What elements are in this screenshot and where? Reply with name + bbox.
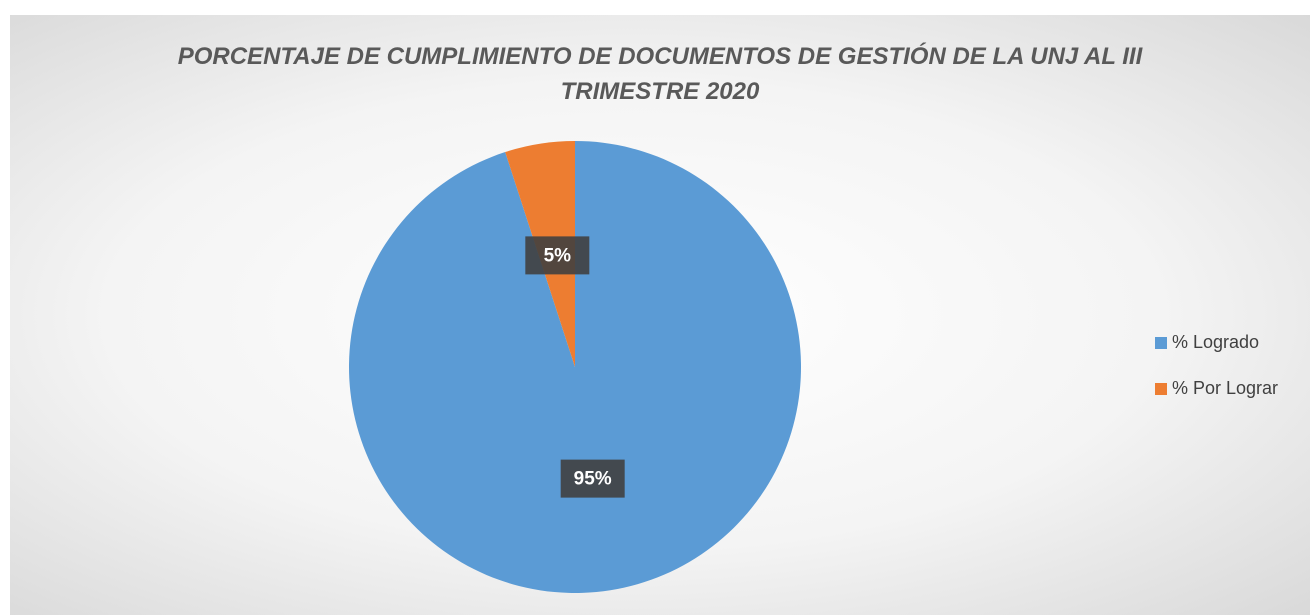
legend-swatch — [1155, 383, 1167, 395]
pie-slice — [349, 141, 802, 593]
legend-label: % Logrado — [1172, 332, 1259, 352]
value-label: 95% — [574, 469, 612, 490]
value-label-box — [560, 459, 625, 498]
legend-swatch — [1155, 337, 1167, 349]
value-label-box — [525, 236, 590, 275]
value-label: 5% — [544, 245, 572, 266]
chart-title: PORCENTAJE DE CUMPLIMIENTO DE DOCUMENTOS… — [177, 43, 1143, 105]
legend-label: % Por Lograr — [1172, 378, 1278, 398]
